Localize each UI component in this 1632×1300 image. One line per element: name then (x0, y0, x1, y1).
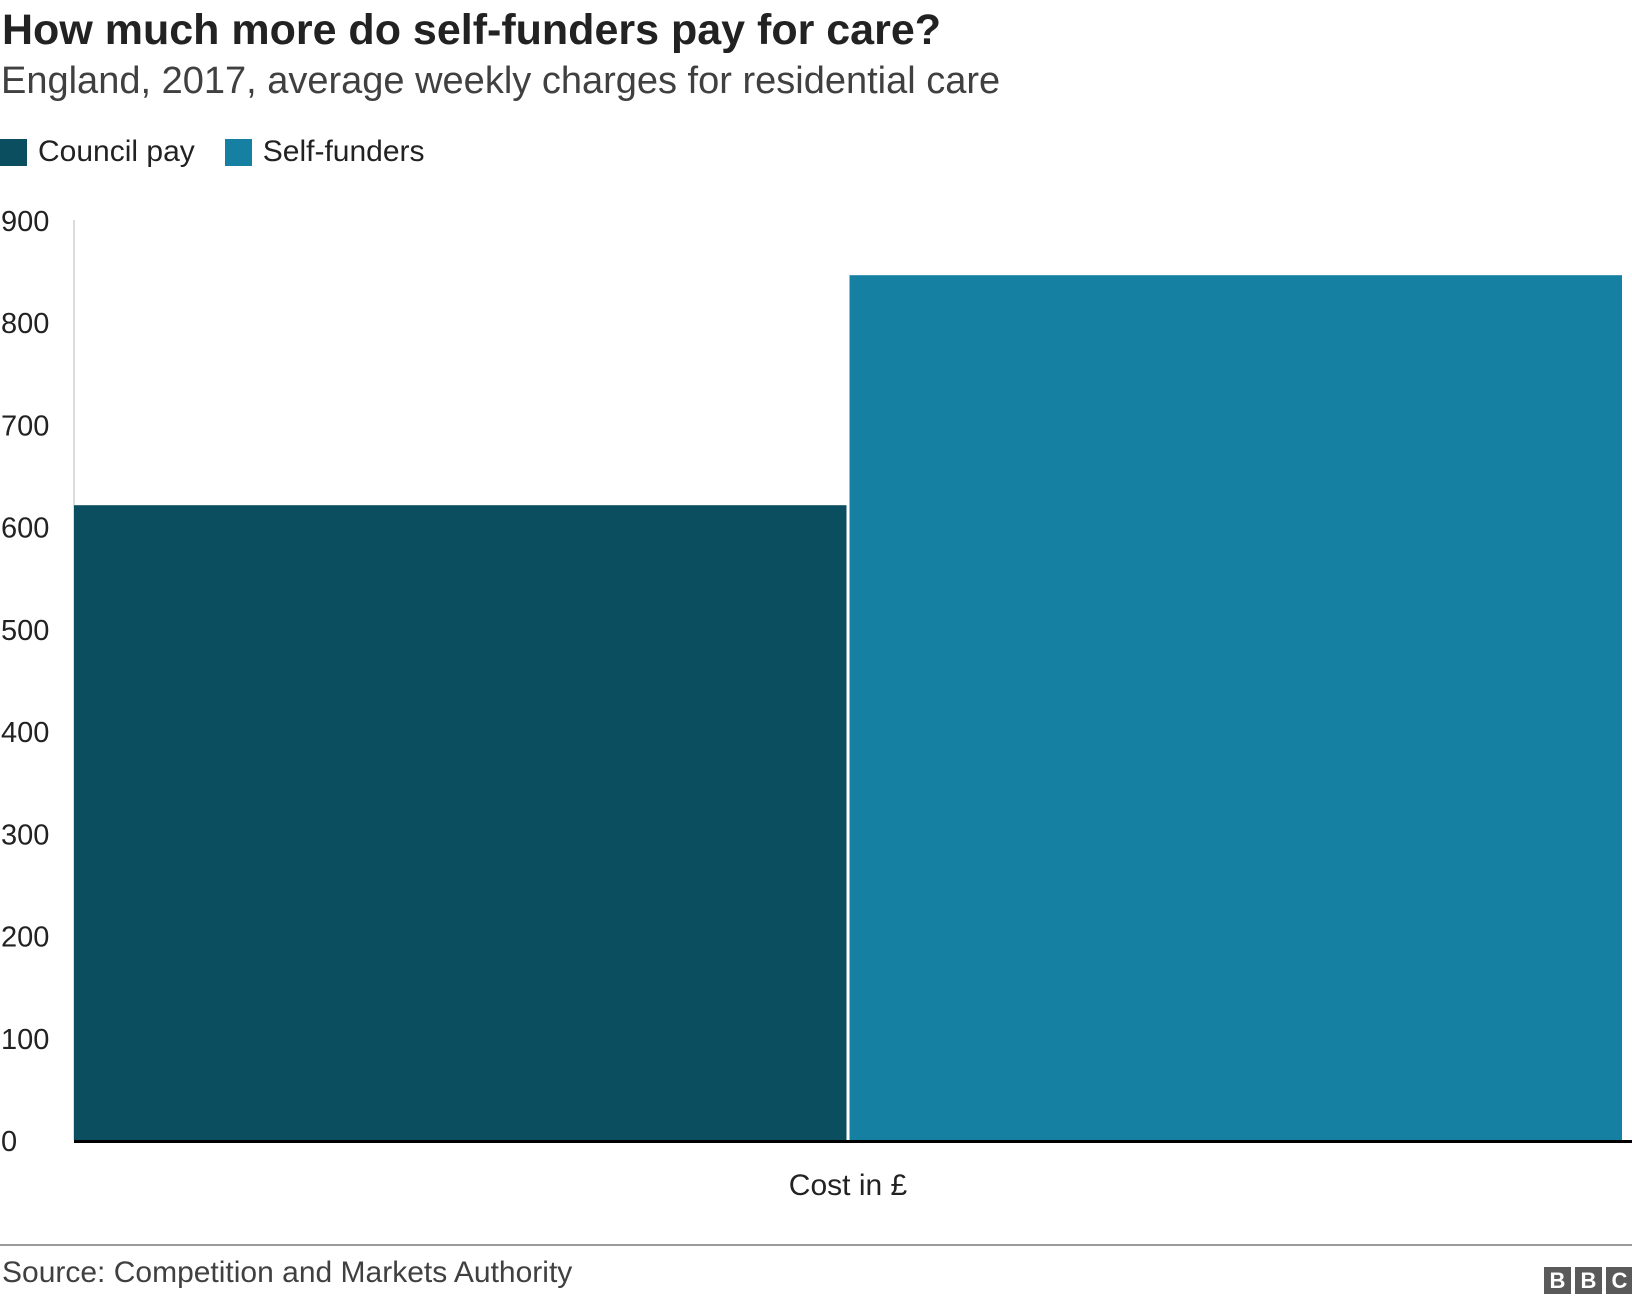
bbc-logo-letter-c: C (1606, 1267, 1632, 1294)
legend-label-council-pay: Council pay (38, 135, 195, 168)
y-tick-label: 100 (1, 1024, 49, 1056)
bar-chart: 0 100 200 300 400 500 600 700 800 900 Cost in £ (1, 206, 1632, 1202)
chart-title: How much more do self-funders pay for ca… (2, 6, 942, 54)
y-tick-label: 0 (1, 1126, 17, 1158)
y-tick-label: 600 (1, 513, 49, 545)
legend-item-council-pay: Council pay (0, 135, 195, 169)
bbc-logo-letter-b1: B (1544, 1267, 1571, 1294)
chart-legend: Council pay Self-funders (0, 132, 455, 172)
y-tick-label: 800 (1, 308, 49, 340)
bar-council-pay (74, 505, 847, 1140)
legend-swatch-self-funders (224, 138, 252, 166)
y-tick-label: 200 (1, 922, 49, 954)
y-tick-label: 500 (1, 615, 49, 647)
x-category-label: Cost in £ (789, 1169, 908, 1202)
legend-swatch-council-pay (0, 138, 27, 166)
bbc-logo: B B C (1540, 1267, 1632, 1294)
source-divider (0, 1244, 1632, 1246)
bbc-logo-letter-b2: B (1575, 1267, 1602, 1294)
source-note: Source: Competition and Markets Authorit… (2, 1256, 573, 1289)
y-tick-label: 400 (1, 717, 49, 749)
y-tick-label: 300 (1, 819, 49, 851)
chart-subtitle: England, 2017, average weekly charges fo… (1, 60, 1001, 102)
y-tick-label: 900 (1, 206, 49, 238)
legend-label-self-funders: Self-funders (262, 135, 425, 168)
legend-item-self-funders: Self-funders (224, 135, 425, 169)
y-tick-label: 700 (1, 410, 49, 442)
bar-self-funders (849, 275, 1622, 1140)
